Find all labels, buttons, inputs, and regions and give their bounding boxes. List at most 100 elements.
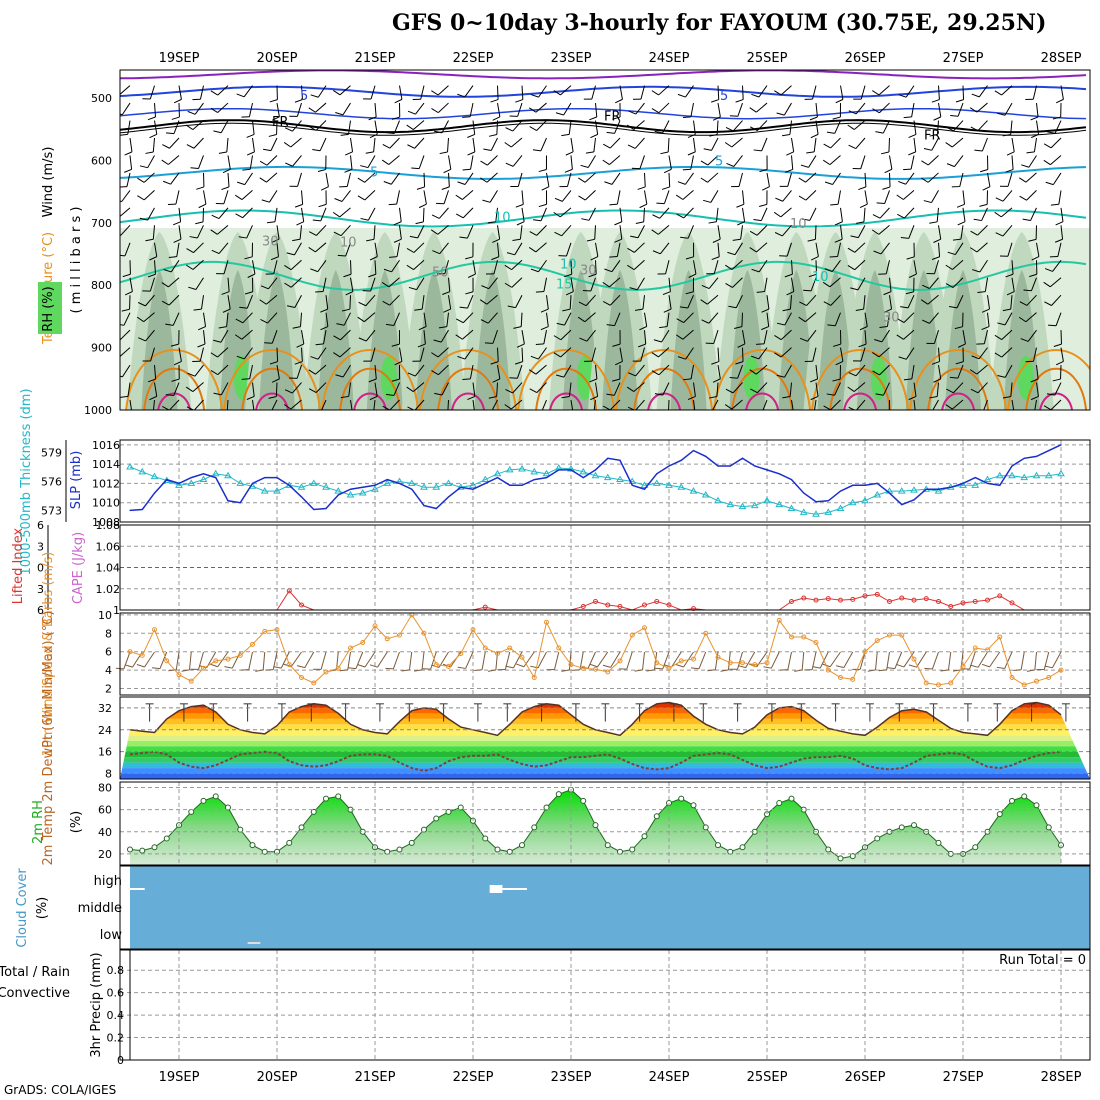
wind-barb-flag	[309, 231, 317, 236]
wind-barb-flag	[614, 221, 623, 226]
wind-barb-flag	[635, 221, 644, 225]
wind-barb	[438, 207, 449, 219]
wind-barb	[122, 364, 131, 378]
wind-barb-flag	[149, 395, 157, 401]
wind-barb	[521, 207, 525, 222]
wind-barb	[226, 312, 229, 327]
wind-barb	[840, 85, 844, 100]
page-title: GFS 0~10day 3-hourly for FAYOUM (30.75E,…	[392, 10, 1047, 36]
contour-label: 30	[883, 310, 900, 325]
wind-barb-10m-flag	[339, 669, 348, 672]
rh2m-point	[408, 839, 415, 846]
wind-barb-flag	[565, 151, 574, 156]
wind-barb-flag	[308, 107, 316, 113]
wind-barb	[981, 207, 988, 221]
wind-speed-point	[139, 652, 145, 658]
wind-barb	[441, 120, 449, 134]
wind-speed-point	[446, 663, 451, 669]
wind-barb-flag	[1021, 164, 1030, 168]
lifted-index-point	[580, 603, 586, 609]
thickness-point	[836, 504, 845, 511]
wind-barb	[536, 382, 547, 393]
wind-barb-flag	[487, 221, 496, 224]
wind-barb-flag	[606, 131, 615, 134]
wind-barb	[976, 364, 988, 375]
wind-barb	[342, 102, 351, 116]
wind-barb-10m	[513, 651, 523, 669]
wind-barb	[252, 120, 255, 135]
wind-barb-flag	[320, 308, 328, 313]
wind-barb	[855, 399, 866, 410]
wind-barb	[936, 120, 939, 135]
wind-barb	[393, 382, 400, 396]
wind-barb	[791, 277, 795, 292]
wind-barb	[1004, 102, 1013, 116]
wind-barb-flag	[344, 168, 353, 173]
wind-barb-10m-flag	[151, 667, 161, 670]
wind-barb	[570, 399, 574, 410]
wind-barb-flag	[1030, 378, 1039, 383]
wind-barb	[1055, 312, 1062, 326]
wind-barb-10m	[355, 651, 364, 669]
wind-barb-flag	[564, 168, 573, 173]
wind-barb-10m	[123, 651, 131, 670]
wind-barb-flag	[457, 93, 465, 98]
wind-barb-flag	[490, 361, 499, 365]
wind-barb-flag	[832, 378, 841, 382]
wind-speed-point	[899, 632, 905, 638]
wind-barb-flag	[858, 186, 867, 191]
rh2m-point	[715, 842, 721, 849]
wind-barb-flag	[1019, 301, 1028, 306]
thickness-point	[1008, 471, 1016, 479]
wind-barb	[658, 102, 670, 114]
wind-barb	[782, 190, 792, 202]
wind-barb-flag	[407, 110, 416, 115]
thickness-point	[701, 491, 710, 498]
wind-barb	[242, 312, 253, 324]
wind-barb	[170, 259, 180, 273]
wind-barb	[756, 102, 768, 113]
wind-barb-flag	[798, 177, 806, 183]
wind-barb	[609, 399, 621, 410]
wind-barb	[962, 330, 966, 345]
wind-barb-flag	[190, 167, 199, 170]
wind-barb-flag	[218, 326, 227, 329]
wind-barb-flag	[834, 238, 843, 243]
wind-barb-flag	[602, 159, 610, 166]
wind-barb	[462, 312, 474, 324]
y-tick-label: 4	[105, 664, 112, 677]
wind-barb-flag	[931, 99, 940, 103]
wind-barb	[488, 277, 498, 290]
date-label-top: 23SEP	[551, 51, 592, 66]
wind-barb-flag	[614, 360, 623, 366]
thickness-point	[934, 487, 943, 494]
wind-barb	[668, 399, 670, 410]
isotherm-magenta	[353, 392, 388, 410]
wind-barb-flag	[393, 221, 402, 226]
wind-barb-flag	[970, 126, 979, 132]
wind-barb	[1058, 190, 1062, 205]
wind-speed-point	[678, 658, 684, 664]
cloud-level-label: high	[94, 874, 122, 889]
y-tick-label: 500	[91, 92, 112, 105]
wind-barb-flag	[491, 256, 500, 261]
wind-barb-flag	[343, 273, 352, 278]
wind-barb	[1057, 242, 1062, 257]
wind-barb-10m	[737, 651, 743, 670]
wind-barb-flag	[294, 361, 303, 365]
slp-point	[790, 478, 793, 481]
wind-barb-flag	[1022, 218, 1031, 222]
wind-barb	[269, 190, 278, 203]
wind-barb-flag	[1002, 396, 1011, 399]
slp-point	[607, 457, 609, 459]
wind-barb	[954, 155, 964, 167]
wind-barb	[888, 137, 890, 153]
wind-barb-flag	[756, 291, 765, 293]
wind-barb	[399, 207, 402, 222]
wind-speed-point	[507, 645, 513, 651]
wind-barb-flag	[431, 90, 439, 96]
wind-barb	[864, 312, 868, 327]
wind-barb	[591, 347, 596, 362]
wind-barb	[962, 85, 965, 100]
temperature2m-frame	[119, 696, 1091, 780]
